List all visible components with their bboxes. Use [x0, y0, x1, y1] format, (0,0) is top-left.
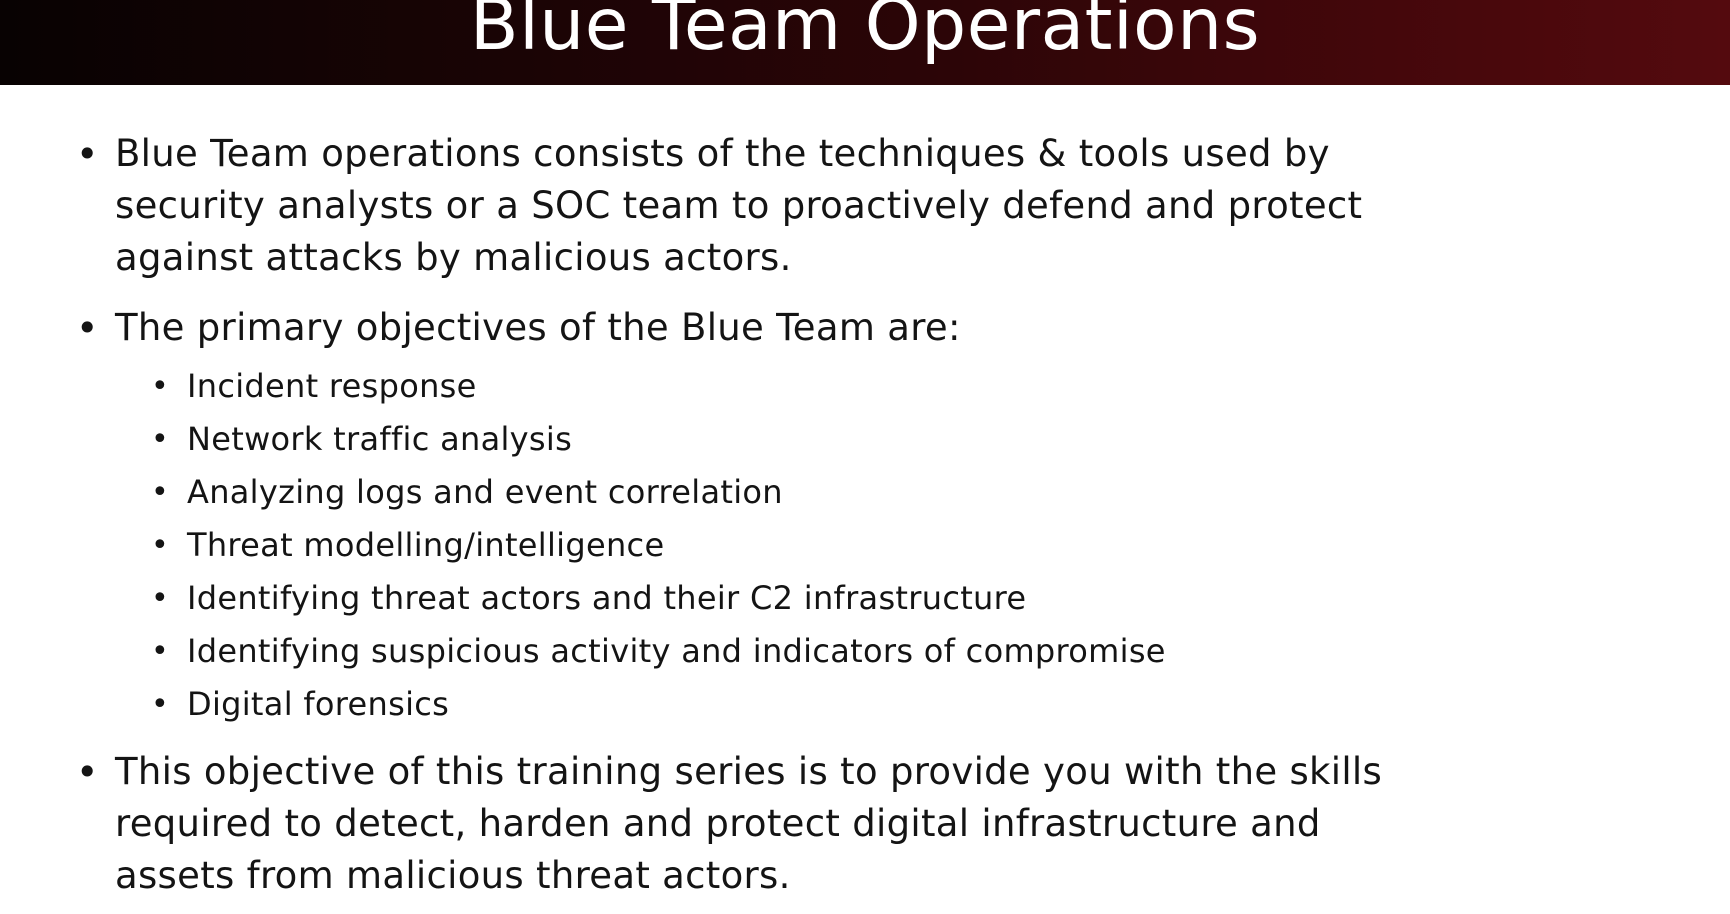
sub-bullet-marker: •	[151, 687, 169, 722]
sub-bullet-text: Incident response	[187, 367, 477, 405]
sub-bullet-text: Network traffic analysis	[187, 420, 573, 458]
bullet-marker: •	[76, 750, 99, 794]
sub-bullet-marker: •	[151, 581, 169, 616]
sub-bullet-marker: •	[151, 475, 169, 510]
sub-bullet-text: Digital forensics	[187, 685, 450, 723]
sub-bullet-text: Identifying suspicious activity and indi…	[187, 632, 1166, 670]
bullet-marker: •	[76, 306, 99, 350]
sub-bullet-marker: •	[151, 528, 169, 563]
sub-bullet-marker: •	[151, 369, 169, 404]
bullet-text: Blue Team operations consists of the tec…	[115, 132, 1363, 279]
sub-bullet-marker: •	[151, 422, 169, 457]
bullet-marker: •	[76, 132, 99, 176]
sub-bullet-marker: •	[151, 634, 169, 669]
slide-title: Blue Team Operations	[469, 0, 1261, 66]
sub-bullet-text: Analyzing logs and event correlation	[187, 473, 783, 511]
title-bar: Blue Team Operations	[0, 0, 1730, 85]
bullet-text: The primary objectives of the Blue Team …	[115, 306, 961, 349]
bullet-text: This objective of this training series i…	[115, 750, 1383, 897]
sub-bullet-text: Threat modelling/intelligence	[187, 526, 665, 564]
sub-bullet-text: Identifying threat actors and their C2 i…	[187, 579, 1027, 617]
